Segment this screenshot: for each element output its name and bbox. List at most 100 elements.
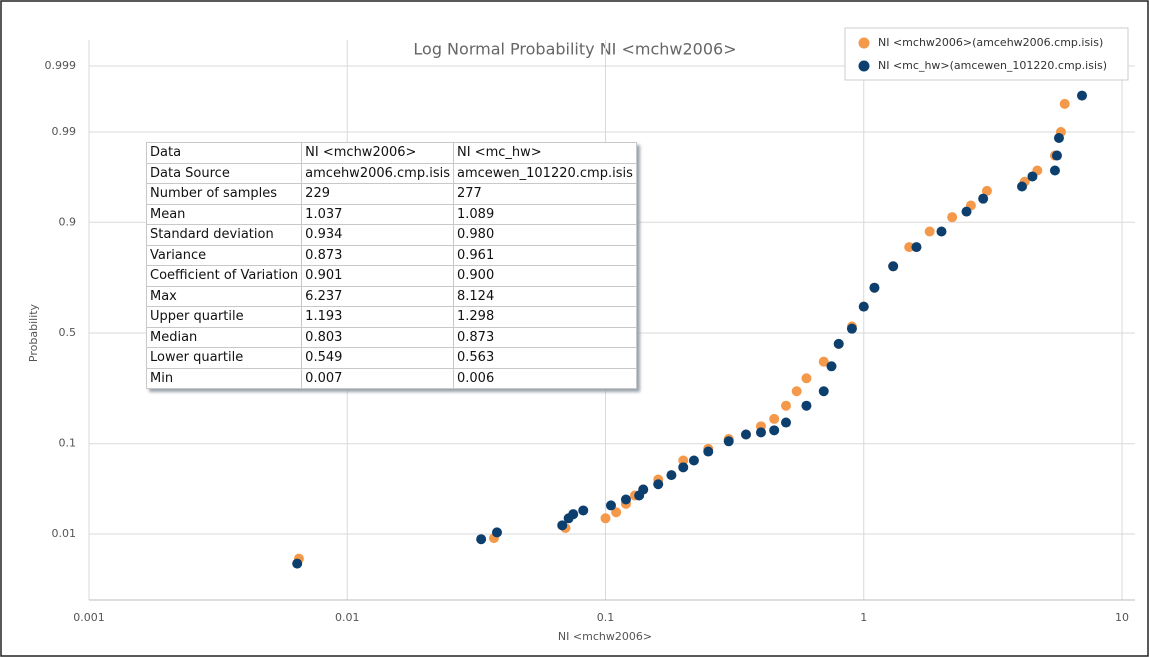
point — [981, 185, 992, 196]
point — [924, 226, 935, 237]
table-cell: Lower quartile — [145, 347, 303, 369]
point — [666, 470, 677, 481]
table-cell: 0.006 — [453, 367, 637, 389]
table-cell: 0.873 — [301, 244, 454, 266]
table-row: Standard deviation 0.934 0.980 — [145, 224, 637, 246]
stats-table: Data NI <mchw2006> NI <mc_hw> Data Source am… — [145, 142, 637, 389]
legend-marker — [858, 60, 870, 72]
table-cell: Min — [145, 367, 303, 389]
table-cell: Standard deviation — [145, 224, 303, 246]
x-tick-label: 10 — [1115, 611, 1129, 624]
point — [557, 520, 568, 531]
table-cell: 0.563 — [453, 347, 637, 369]
table-cell: Number of samples — [145, 183, 303, 205]
table-row: Number of samples 229 277 — [145, 183, 637, 205]
point — [1076, 90, 1087, 101]
point — [491, 527, 502, 538]
point — [888, 261, 899, 272]
x-tick-label: 0.01 — [335, 611, 360, 624]
table-row: Upper quartile 1.193 1.298 — [145, 306, 637, 328]
table-cell: 6.237 — [301, 285, 454, 307]
x-tick-label: 0.1 — [597, 611, 615, 624]
point — [961, 206, 972, 217]
point — [818, 356, 829, 367]
point — [1017, 181, 1028, 192]
table-cell: 0.980 — [453, 224, 637, 246]
point — [781, 400, 792, 411]
table-cell: NI <mchw2006> — [301, 142, 454, 164]
point — [978, 193, 989, 204]
table-cell: 0.873 — [453, 326, 637, 348]
table-cell: Data Source — [145, 162, 303, 184]
point — [801, 400, 812, 411]
point — [1053, 132, 1064, 143]
x-axis-label: NI <mchw2006> — [558, 630, 652, 643]
table-cell: Max — [145, 285, 303, 307]
y-tick-label: 0.01 — [52, 527, 77, 540]
point — [476, 534, 487, 545]
point — [611, 507, 622, 518]
table-cell: 1.089 — [453, 203, 637, 225]
point — [1059, 98, 1070, 109]
point — [755, 427, 766, 438]
point — [653, 479, 664, 490]
table-cell: Median — [145, 326, 303, 348]
table-cell: 0.900 — [453, 265, 637, 287]
table-cell: 1.193 — [301, 306, 454, 328]
table-cell: Variance — [145, 244, 303, 266]
point — [638, 484, 649, 495]
table-cell: 0.549 — [301, 347, 454, 369]
y-tick-label: 0.99 — [52, 125, 77, 138]
point — [947, 212, 958, 223]
chart-title: Log Normal Probability NI <mchw2006> — [413, 40, 736, 59]
point — [605, 500, 616, 511]
point — [818, 386, 829, 397]
table-cell: amcehw2006.cmp.isis — [301, 162, 454, 184]
point — [1049, 165, 1060, 176]
table-cell: 0.901 — [301, 265, 454, 287]
point — [791, 386, 802, 397]
table-cell: 0.007 — [301, 367, 454, 389]
point — [769, 425, 780, 436]
point — [568, 509, 579, 520]
table-row: Data Source amcehw2006.cmp.isis amcewen_10… — [145, 162, 637, 184]
legend-box — [844, 27, 1129, 81]
point — [826, 361, 837, 372]
table-cell: 1.037 — [301, 203, 454, 225]
x-tick-label: 0.001 — [73, 611, 105, 624]
point — [858, 301, 869, 312]
point — [911, 242, 922, 253]
point — [1051, 150, 1062, 161]
table-cell: 0.961 — [453, 244, 637, 266]
y-tick-label: 0.1 — [59, 437, 77, 450]
point — [1027, 171, 1038, 182]
table-cell: Upper quartile — [145, 306, 303, 328]
y-tick-label: 0.9 — [59, 215, 77, 228]
y-axis-label: Probability — [27, 303, 40, 362]
point — [833, 338, 844, 349]
table-cell: amcewen_101220.cmp.isis — [453, 162, 637, 184]
x-tick-label: 1 — [860, 611, 867, 624]
table-cell: Data — [145, 142, 303, 164]
table-row: Mean 1.037 1.089 — [145, 203, 637, 225]
point — [846, 323, 857, 334]
table-cell: Mean — [145, 203, 303, 225]
table-row: Data NI <mchw2006> NI <mc_hw> — [145, 142, 637, 164]
point — [869, 282, 880, 293]
point — [723, 436, 734, 447]
point — [781, 417, 792, 428]
table-row: Lower quartile 0.549 0.563 — [145, 347, 637, 369]
point — [769, 413, 780, 424]
point — [292, 558, 303, 569]
point — [904, 242, 915, 253]
point — [741, 429, 752, 440]
point — [688, 455, 699, 466]
table-cell: 8.124 — [453, 285, 637, 307]
table-cell: 0.803 — [301, 326, 454, 348]
table-row: Coefficient of Variation 0.901 0.900 — [145, 265, 637, 287]
point — [678, 462, 689, 473]
table-row: Median 0.803 0.873 — [145, 326, 637, 348]
y-tick-label: 0.5 — [59, 326, 77, 339]
point — [936, 226, 947, 237]
